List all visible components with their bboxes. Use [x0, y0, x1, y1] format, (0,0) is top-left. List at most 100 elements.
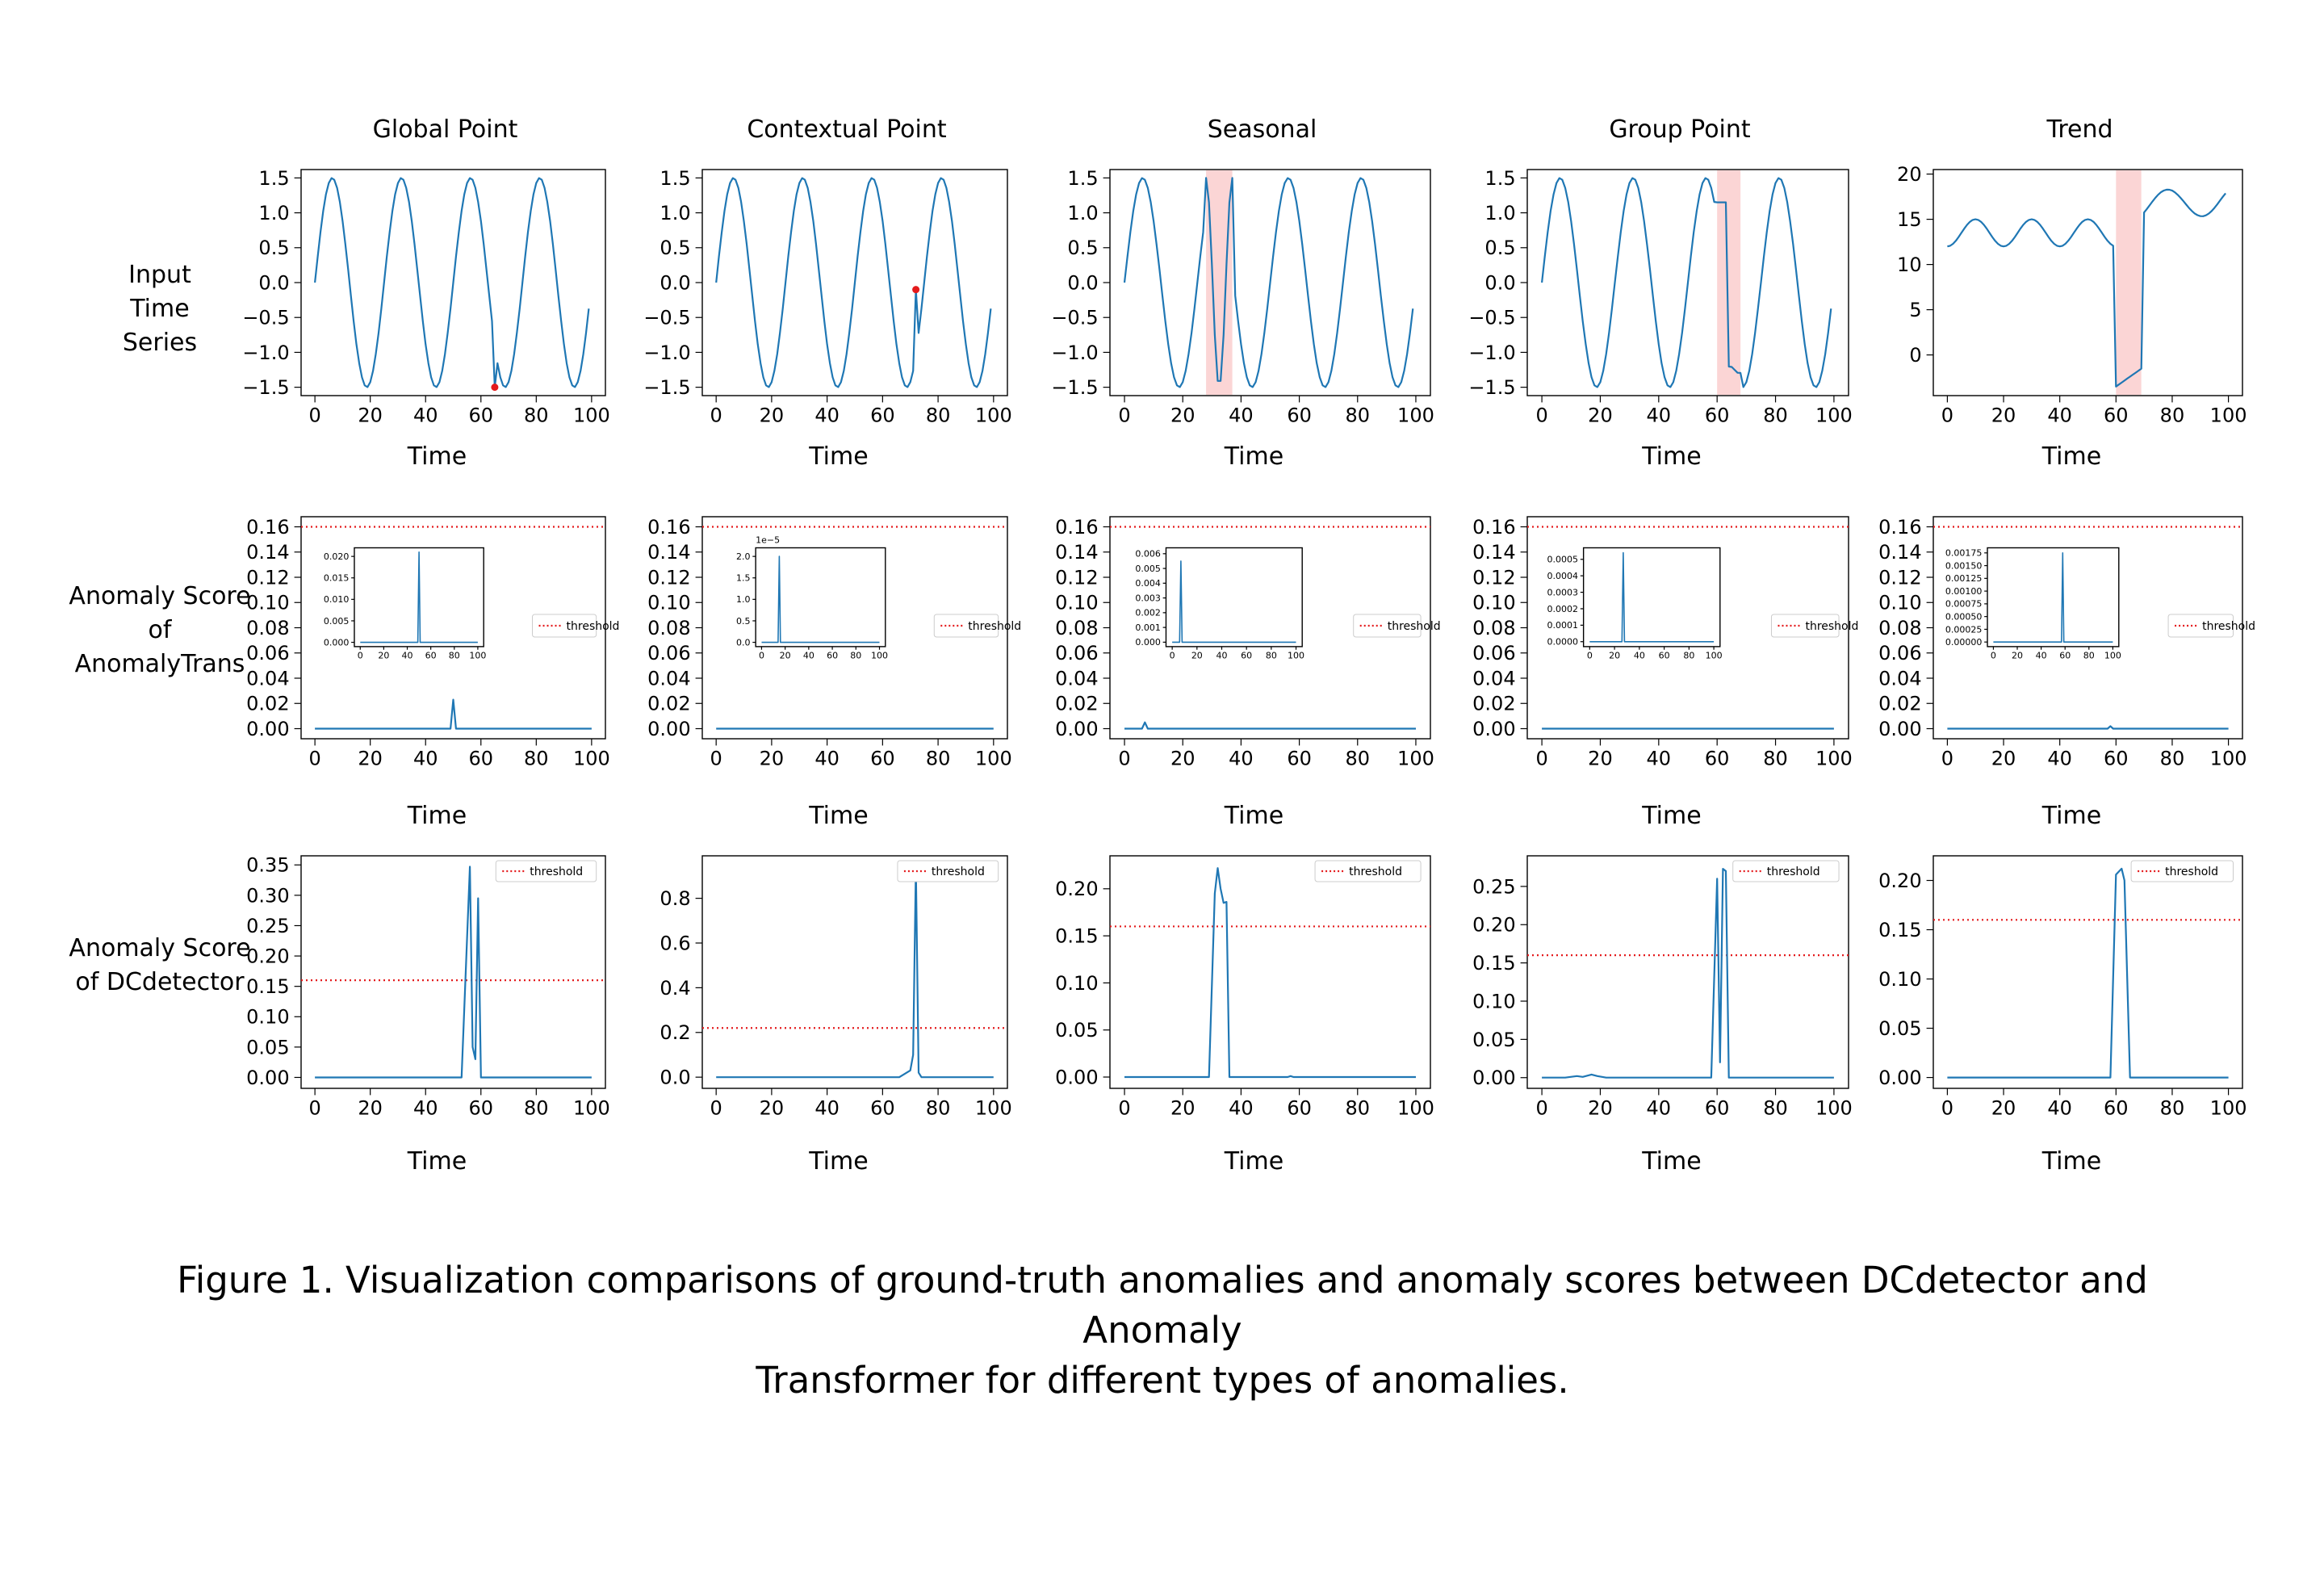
- at-trend-panel: 0 20 40 60 80 100 0.00 0.02 0.04 0.06 0.08 0.10 0.12…: [1878, 516, 2255, 830]
- dc-group-xtick-label: 60: [1705, 1096, 1730, 1119]
- at-global-inset-bg: [323, 544, 488, 664]
- at-contextual-inset: 0 20 40 60 80 100 0.0 0.5 1.0 1.5 2.0 1e−5: [725, 535, 889, 664]
- at-trend-inset-xtick-label: 80: [2083, 651, 2095, 661]
- at-group-legend-box: [1770, 614, 1840, 638]
- at-trend-ytick-label: 0.02: [1878, 693, 1921, 715]
- input-trend-xtick-label: 20: [1991, 404, 2016, 426]
- at-global-inset-ytick-label: 0.000: [324, 637, 350, 648]
- at-contextual-inset-offset-text: 1e−5: [756, 535, 780, 546]
- at-trend-legend-box: [2167, 614, 2234, 638]
- input-global-series-line: [314, 177, 590, 388]
- at-global-inset-xtick-label: 20: [378, 651, 389, 661]
- at-contextual-xtick-label: 60: [870, 747, 895, 769]
- at-global-panel: 0 20 40 60 80 100 0.00 0.02 0.04 0.06 0.08 0.10 0.12…: [246, 516, 619, 830]
- input-trend-xtick-label: 60: [2104, 404, 2129, 426]
- at-contextual-inset-xtick-label: 100: [871, 651, 888, 661]
- row-label: of: [149, 616, 173, 644]
- input-trend-xtick-label: 80: [2160, 404, 2185, 426]
- at-group-inset: 0 20 40 60 80 100 0.0000 0.0001 0.0002 0.0003 0.00…: [1547, 544, 1723, 664]
- at-seasonal-inset-series-line: [1172, 560, 1296, 643]
- dc-seasonal-xtick-label: 20: [1170, 1096, 1195, 1119]
- input-contextual-panel: 0 20 40 60 80 100 −1.5 −1.0 −0.5 0.0 0.5 1.0 1.5 Time: [643, 167, 1011, 471]
- dc-contextual-ytick-label: 0.4: [660, 977, 690, 1000]
- input-group-ytick-label: 1.5: [1484, 167, 1515, 190]
- column-title: Trend: [2046, 115, 2113, 144]
- dc-seasonal-ytick-label: 0.15: [1055, 925, 1098, 948]
- dc-trend-xtick-label: 80: [2160, 1096, 2185, 1119]
- at-seasonal-inset-xtick-label: 60: [1241, 651, 1252, 661]
- at-global-inset-xtick-label: 40: [402, 651, 413, 661]
- input-group-panel: 0 20 40 60 80 100 −1.5 −1.0 −0.5 0.0 0.5 1.0 1.5 Time: [1468, 167, 1852, 471]
- at-seasonal-ytick-label: 0.10: [1055, 592, 1098, 614]
- dc-global-xlabel: Time: [407, 1147, 467, 1176]
- input-trend-xtick-label: 0: [1941, 404, 1953, 426]
- row-label: of DCdetector: [75, 968, 245, 996]
- dc-global-ytick-label: 0.30: [246, 884, 289, 907]
- input-seasonal-xlabel: Time: [1224, 442, 1283, 471]
- at-contextual-xlabel: Time: [808, 802, 868, 830]
- at-seasonal-ytick-label: 0.00: [1055, 718, 1098, 740]
- input-seasonal-xtick-label: 40: [1229, 404, 1254, 426]
- at-contextual-ytick-label: 0.00: [647, 718, 690, 740]
- input-group-xtick-label: 60: [1705, 404, 1730, 426]
- at-global-legend-box: [532, 614, 597, 638]
- dc-global-xtick-label: 0: [308, 1096, 320, 1119]
- input-seasonal-ytick-label: 0.0: [1067, 271, 1098, 294]
- at-seasonal-xtick-label: 20: [1170, 747, 1195, 769]
- at-trend-inset-xtick-label: 0: [1991, 651, 1996, 661]
- input-seasonal-ytick-label: 1.5: [1067, 167, 1098, 190]
- dc-trend-ytick-label: 0.00: [1878, 1067, 1921, 1089]
- at-global-inset-series-line: [360, 551, 478, 643]
- dc-group-xtick-label: 40: [1647, 1096, 1672, 1119]
- at-global-inset-xtick-label: 100: [469, 651, 486, 661]
- at-contextual-inset-ytick-label: 2.0: [736, 551, 751, 562]
- input-group-ytick-label: −0.5: [1468, 307, 1515, 329]
- input-contextual-xlabel: Time: [808, 442, 868, 471]
- input-global-ytick-label: −1.5: [242, 376, 289, 399]
- at-trend-ytick-label: 0.16: [1878, 516, 1921, 539]
- input-trend-anomaly-region: [2116, 170, 2142, 395]
- input-global-xtick-label: 0: [308, 404, 320, 426]
- dc-seasonal-xlabel: Time: [1224, 1147, 1283, 1176]
- at-group-ytick-label: 0.10: [1472, 592, 1515, 614]
- input-group-series-line: [1541, 177, 1832, 388]
- at-global-series-line: [315, 698, 592, 730]
- at-seasonal-ytick-label: 0.12: [1055, 566, 1098, 589]
- dc-contextual-xtick-label: 100: [975, 1096, 1012, 1119]
- at-group-inset-xtick-label: 60: [1659, 651, 1670, 661]
- at-global-inset-ytick-label: 0.010: [324, 594, 350, 605]
- at-global-ytick-label: 0.10: [246, 592, 289, 614]
- dc-global-ytick-label: 0.20: [246, 945, 289, 967]
- input-group-ytick-label: 0.0: [1484, 271, 1515, 294]
- dc-contextual-panel: 0 20 40 60 80 100 0.0 0.2 0.4 0.6 0.8 threshold Time: [660, 855, 1012, 1176]
- at-contextual-ytick-label: 0.08: [647, 617, 690, 639]
- dc-group-ytick-label: 0.20: [1472, 914, 1515, 937]
- dc-contextual-ytick-label: 0.0: [660, 1067, 690, 1089]
- dc-contextual-xtick-label: 0: [710, 1096, 722, 1119]
- input-seasonal-panel: 0 20 40 60 80 100 −1.5 −1.0 −0.5 0.0 0.5 1.0 1.5 Time: [1051, 167, 1434, 471]
- input-global-xtick-label: 100: [573, 404, 610, 426]
- at-seasonal-xlabel: Time: [1224, 802, 1283, 830]
- at-seasonal-legend-box: [1353, 614, 1422, 638]
- input-global-ytick-label: 0.0: [258, 271, 289, 294]
- dc-trend-ytick-label: 0.20: [1878, 870, 1921, 892]
- input-trend-ytick-label: 0: [1909, 344, 1921, 367]
- at-group-ytick-label: 0.14: [1472, 541, 1515, 564]
- at-trend-ytick-label: 0.08: [1878, 617, 1921, 639]
- at-group-inset-ytick-label: 0.0004: [1547, 571, 1579, 581]
- at-seasonal-inset-xtick-label: 100: [1288, 651, 1304, 661]
- dc-group-ytick-label: 0.05: [1472, 1029, 1515, 1051]
- at-contextual-panel: 0 20 40 60 80 1000.000.020.040.060.080.100.12…: [647, 516, 1021, 830]
- at-trend-ytick-label: 0.04: [1878, 667, 1921, 690]
- at-global-legend-label: threshold: [567, 620, 620, 633]
- dc-seasonal-legend-label: threshold: [1349, 866, 1402, 878]
- at-trend-inset-xtick-label: 20: [2012, 651, 2023, 661]
- input-contextual-ytick-label: −1.5: [643, 376, 690, 399]
- input-seasonal-ytick-label: 0.5: [1067, 237, 1098, 259]
- input-contextual-xtick-label: 60: [870, 404, 895, 426]
- dc-trend-ytick-label: 0.15: [1878, 919, 1921, 941]
- input-contextual-xtick-label: 0: [710, 404, 722, 426]
- at-global-xlabel: Time: [407, 802, 467, 830]
- at-seasonal-legend-label: threshold: [1388, 620, 1441, 633]
- input-group-ytick-label: −1.0: [1468, 342, 1515, 364]
